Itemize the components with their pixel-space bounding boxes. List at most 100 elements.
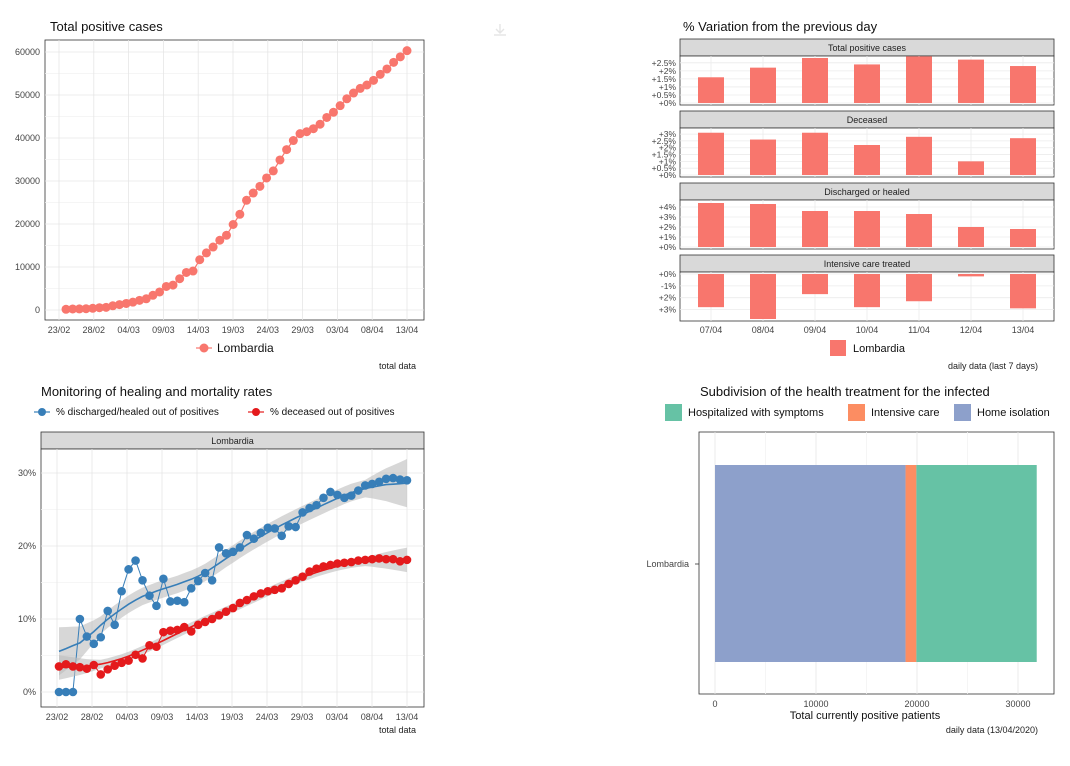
facet-panel: Total positive cases +2.5%+2%+1.5%+1%+0.5…	[652, 38, 1055, 108]
data-point	[74, 304, 84, 314]
data-point	[270, 524, 280, 533]
rates-legend-deceased: % deceased out of positives	[270, 407, 395, 418]
data-point	[256, 528, 266, 538]
data-point	[228, 547, 238, 557]
y-tick-label: 30000	[15, 176, 40, 186]
data-point	[395, 475, 405, 484]
x-tick-label: 13/04	[396, 325, 419, 335]
data-point	[221, 607, 231, 616]
data-point	[374, 554, 384, 563]
data-point	[382, 64, 392, 74]
bar	[906, 214, 932, 247]
facet-strip-label: Total positive cases	[828, 43, 907, 53]
y-tick-label: +0.5%	[652, 90, 677, 100]
data-point	[268, 166, 278, 176]
bar	[854, 274, 880, 308]
data-point	[360, 481, 370, 490]
data-point	[131, 650, 140, 660]
data-point	[353, 556, 363, 565]
data-point	[235, 209, 245, 219]
data-point	[275, 155, 285, 165]
data-point	[152, 601, 161, 611]
data-point	[249, 592, 259, 601]
data-point	[200, 617, 210, 627]
data-point	[108, 301, 118, 311]
data-point	[291, 576, 300, 585]
data-point	[54, 687, 64, 697]
y-tick-label: +1%	[659, 82, 677, 92]
y-tick-label: 20%	[18, 541, 36, 551]
total-cases-title: Total positive cases	[50, 19, 163, 34]
y-tick-label: +2%	[659, 66, 677, 76]
data-point	[388, 554, 398, 564]
data-point	[131, 556, 140, 565]
x-tick-label: 09/03	[152, 325, 175, 335]
data-point	[75, 614, 85, 624]
data-point	[188, 266, 198, 276]
data-point	[141, 294, 151, 304]
data-point	[298, 508, 307, 517]
bar	[958, 274, 984, 277]
data-point	[221, 549, 231, 558]
x-tick-label: 24/03	[257, 325, 280, 335]
total-cases-caption: total data	[379, 361, 416, 371]
data-point	[302, 127, 312, 137]
data-point	[173, 625, 182, 635]
y-tick-label: +0%	[659, 269, 677, 279]
data-point	[124, 565, 133, 574]
data-point	[110, 620, 119, 630]
data-point	[402, 476, 412, 485]
data-point	[355, 83, 365, 93]
total-cases-plot: 23/02 28/02 04/03 09/03 14/03 19/03 24/03 29/03…	[15, 39, 425, 335]
data-point	[208, 242, 218, 252]
bar	[750, 204, 776, 247]
data-point	[374, 477, 384, 487]
y-tick-label: +3%	[659, 129, 677, 139]
data-point	[262, 173, 272, 183]
data-point	[96, 670, 106, 679]
data-point	[322, 112, 332, 122]
bar	[750, 67, 776, 103]
bar	[1010, 138, 1036, 175]
data-point	[207, 576, 217, 585]
bar	[906, 274, 932, 302]
bar	[750, 274, 776, 319]
legend-swatch-home	[954, 404, 971, 421]
y-tick-label: +0.5%	[652, 163, 677, 173]
data-point	[312, 500, 321, 510]
data-point	[326, 487, 335, 497]
data-point	[326, 560, 335, 570]
data-point	[155, 287, 165, 297]
x-tick-label: 12/04	[960, 325, 983, 335]
data-point	[263, 586, 273, 596]
bar	[958, 161, 984, 175]
data-point	[308, 124, 318, 134]
y-tick-label: -1%	[661, 281, 677, 291]
data-point	[347, 491, 356, 500]
data-point	[349, 88, 359, 98]
data-point	[195, 255, 205, 265]
legend-swatch-hospitalized	[665, 404, 682, 421]
data-point	[200, 568, 210, 578]
y-tick-label: 10%	[18, 614, 36, 624]
data-point	[221, 230, 231, 240]
legend-hospitalized: Hospitalized with symptoms	[688, 407, 824, 419]
data-point	[362, 80, 372, 90]
legend-intensive: Intensive care	[871, 407, 939, 419]
data-point	[395, 52, 405, 62]
facet-strip-label: Intensive care treated	[824, 259, 911, 269]
x-tick-label: 24/03	[256, 712, 279, 722]
data-point	[333, 490, 342, 500]
variation-caption: daily data (last 7 days)	[948, 361, 1038, 371]
data-point	[81, 304, 91, 314]
y-tick-label: +1%	[659, 232, 677, 242]
data-point	[248, 188, 258, 198]
x-tick-label: 0	[712, 699, 717, 709]
data-point	[159, 574, 168, 584]
data-point	[54, 662, 64, 671]
download-icon[interactable]	[494, 24, 506, 36]
data-point	[242, 195, 252, 205]
data-point	[201, 248, 211, 258]
data-point	[381, 474, 391, 484]
y-tick-label: 10000	[15, 262, 40, 272]
